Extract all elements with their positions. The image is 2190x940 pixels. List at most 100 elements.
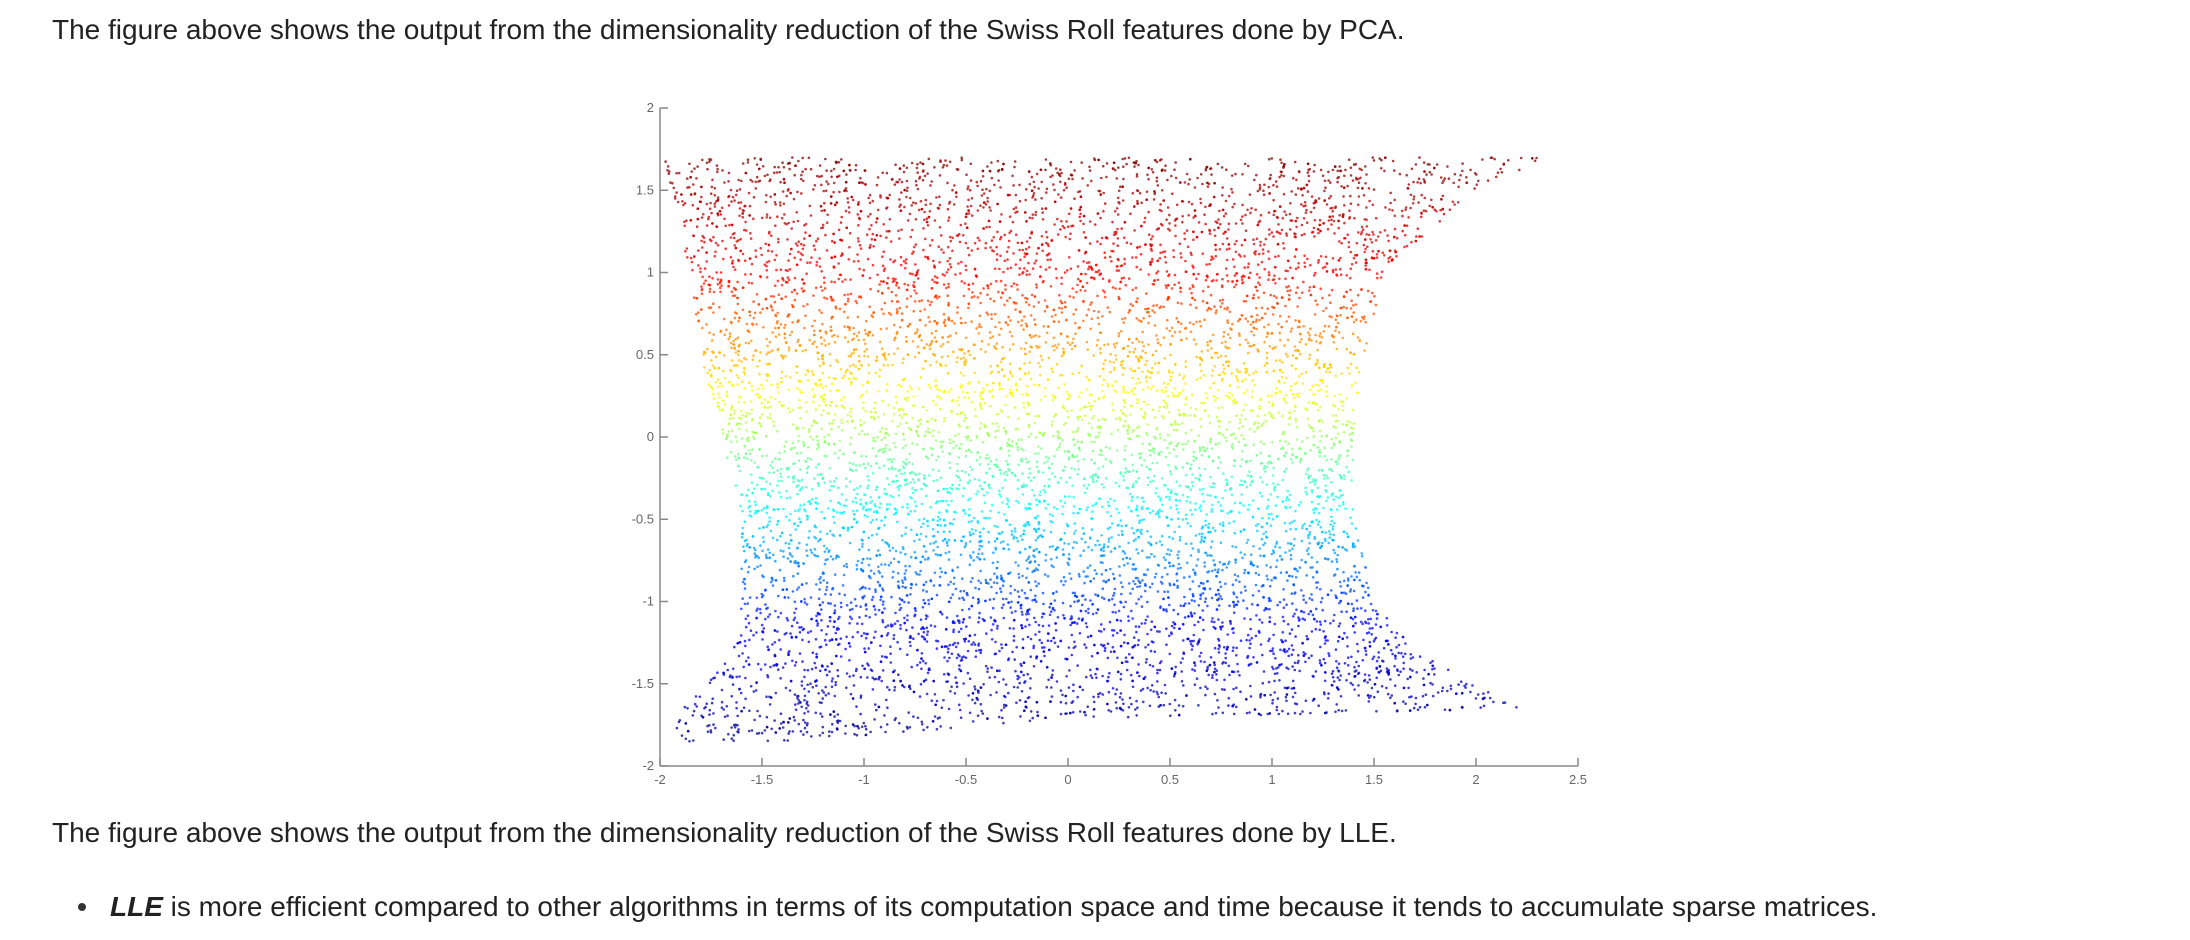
scatter-point xyxy=(1017,463,1020,467)
scatter-point xyxy=(977,620,980,624)
scatter-point xyxy=(1235,686,1238,690)
scatter-point xyxy=(1079,212,1082,216)
scatter-point xyxy=(989,693,992,697)
scatter-point xyxy=(858,267,861,271)
scatter-point xyxy=(712,311,715,314)
scatter-point xyxy=(1417,177,1421,180)
scatter-point xyxy=(1372,312,1375,316)
scatter-point xyxy=(1034,516,1038,520)
scatter-point xyxy=(1231,447,1235,450)
scatter-point xyxy=(1385,624,1389,627)
scatter-point xyxy=(1268,345,1271,348)
scatter-point xyxy=(721,432,725,435)
scatter-point xyxy=(751,417,755,421)
scatter-point xyxy=(694,312,698,316)
scatter-point xyxy=(1133,165,1136,168)
scatter-point xyxy=(947,219,950,222)
scatter-point xyxy=(1342,195,1345,198)
scatter-point xyxy=(1260,260,1264,264)
scatter-point xyxy=(1139,452,1143,455)
scatter-point xyxy=(1285,649,1289,653)
scatter-point xyxy=(782,576,786,580)
scatter-point xyxy=(896,347,900,350)
scatter-point xyxy=(1258,318,1261,322)
scatter-point xyxy=(846,413,849,417)
scatter-point xyxy=(699,267,702,270)
scatter-point xyxy=(843,336,847,339)
scatter-point xyxy=(846,201,850,204)
scatter-point xyxy=(797,699,801,702)
scatter-point xyxy=(915,166,919,170)
scatter-point xyxy=(750,389,754,392)
scatter-point xyxy=(1092,354,1095,357)
scatter-point xyxy=(1339,695,1343,698)
scatter-point xyxy=(895,474,898,478)
scatter-point xyxy=(985,383,989,387)
scatter-point xyxy=(1365,233,1368,236)
scatter-point xyxy=(879,430,882,434)
scatter-point xyxy=(821,731,825,735)
scatter-point xyxy=(863,350,866,353)
scatter-point xyxy=(1316,389,1320,393)
scatter-point xyxy=(1055,276,1058,280)
scatter-point xyxy=(826,213,829,217)
scatter-point xyxy=(1181,220,1184,224)
scatter-point xyxy=(1235,368,1239,372)
scatter-point xyxy=(885,230,889,233)
scatter-point xyxy=(889,494,893,498)
scatter-point xyxy=(738,675,741,678)
scatter-point xyxy=(744,617,748,621)
scatter-point xyxy=(1123,257,1126,261)
scatter-point xyxy=(754,689,758,692)
scatter-point xyxy=(892,323,896,327)
scatter-point xyxy=(870,534,874,537)
scatter-point xyxy=(743,228,746,232)
scatter-point xyxy=(869,508,872,511)
scatter-point xyxy=(683,705,687,709)
scatter-point xyxy=(1302,217,1306,220)
scatter-point xyxy=(734,351,738,354)
scatter-point xyxy=(869,464,873,468)
scatter-point xyxy=(1184,360,1187,363)
scatter-point xyxy=(1148,704,1152,708)
scatter-point xyxy=(983,401,987,405)
scatter-point xyxy=(1345,347,1349,351)
scatter-point xyxy=(901,579,904,582)
scatter-point xyxy=(855,563,859,567)
scatter-point xyxy=(1150,620,1154,623)
scatter-point xyxy=(1339,314,1342,317)
scatter-point xyxy=(727,422,731,425)
scatter-point xyxy=(995,691,998,694)
scatter-point xyxy=(1231,442,1234,446)
scatter-point xyxy=(1051,370,1055,374)
scatter-point xyxy=(1163,438,1166,442)
scatter-point xyxy=(1043,299,1047,302)
scatter-point xyxy=(1329,301,1332,304)
scatter-point xyxy=(755,175,759,179)
scatter-point xyxy=(829,480,832,483)
scatter-point xyxy=(787,651,790,655)
scatter-point xyxy=(1331,209,1334,213)
scatter-point xyxy=(1033,383,1036,387)
scatter-point xyxy=(800,680,804,683)
scatter-point xyxy=(873,608,877,611)
scatter-point xyxy=(859,176,862,180)
scatter-point xyxy=(1153,189,1156,193)
scatter-point xyxy=(1082,570,1085,573)
scatter-point xyxy=(1404,642,1407,645)
scatter-point xyxy=(977,552,980,556)
scatter-point xyxy=(809,167,813,171)
scatter-point xyxy=(1365,173,1368,176)
scatter-point xyxy=(823,435,826,439)
scatter-point xyxy=(837,228,841,232)
scatter-point xyxy=(793,298,797,302)
scatter-point xyxy=(1255,289,1259,292)
scatter-point xyxy=(1258,186,1262,189)
scatter-point xyxy=(1101,315,1104,318)
scatter-point xyxy=(1115,417,1118,421)
scatter-point xyxy=(996,169,1000,173)
scatter-point xyxy=(1274,180,1278,183)
scatter-point xyxy=(1261,681,1265,685)
scatter-point xyxy=(1035,547,1039,551)
scatter-point xyxy=(898,597,902,600)
